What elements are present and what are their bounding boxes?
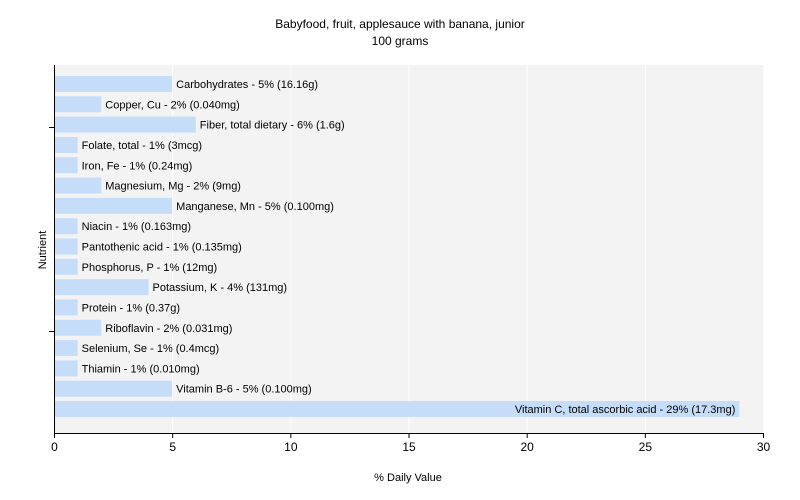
bar [55,401,740,417]
bar [55,299,78,316]
bar [55,319,102,336]
bar [55,380,173,397]
chart-subtitle: 100 grams [371,34,429,48]
bar [55,177,102,194]
x-tick-label: 15 [402,440,416,454]
x-tick-label: 30 [757,440,771,454]
bar-label: Copper, Cu - 2% (0.040mg) [105,99,240,111]
bar [55,238,78,255]
x-tick-label: 0 [51,440,58,454]
bar [55,157,78,174]
bar [55,258,78,275]
bar-label: Vitamin B-6 - 5% (0.100mg) [176,384,312,396]
x-tick-label: 10 [284,440,298,454]
bar-label: Selenium, Se - 1% (0.4mcg) [82,343,220,355]
bar-label: Folate, total - 1% (3mcg) [82,140,202,152]
bar-label: Potassium, K - 4% (131mg) [153,282,287,294]
x-tick-label: 20 [520,440,534,454]
bar-label: Niacin - 1% (0.163mg) [82,221,191,233]
chart-title: Babyfood, fruit, applesauce with banana,… [275,17,525,31]
bar [55,96,102,113]
bar [55,76,173,92]
x-axis-title: % Daily Value [374,472,442,484]
bar-label: Thiamin - 1% (0.010mg) [82,363,200,375]
y-axis-title: Nutrient [37,230,49,270]
bar-label: Vitamin C, total ascorbic acid - 29% (17… [515,404,736,416]
bar [55,116,196,133]
bar [55,279,149,296]
bar [55,197,173,214]
bar-label: Manganese, Mn - 5% (0.100mg) [176,201,334,213]
bar-label: Pantothenic acid - 1% (0.135mg) [82,242,242,254]
bar-label: Magnesium, Mg - 2% (9mg) [105,181,241,193]
bar-label: Phosphorus, P - 1% (12mg) [82,262,218,274]
bar-label: Riboflavin - 2% (0.031mg) [105,323,232,335]
bar [55,218,78,235]
bar-label: Protein - 1% (0.37g) [82,302,180,314]
bar-label: Iron, Fe - 1% (0.24mg) [82,160,193,172]
x-tick-label: 5 [169,440,176,454]
bar-label: Fiber, total dietary - 6% (1.6g) [200,120,345,132]
bar-label: Carbohydrates - 5% (16.16g) [176,79,318,91]
bar [55,360,78,377]
bar [55,340,78,357]
bar [55,136,78,153]
x-tick-label: 25 [639,440,653,454]
